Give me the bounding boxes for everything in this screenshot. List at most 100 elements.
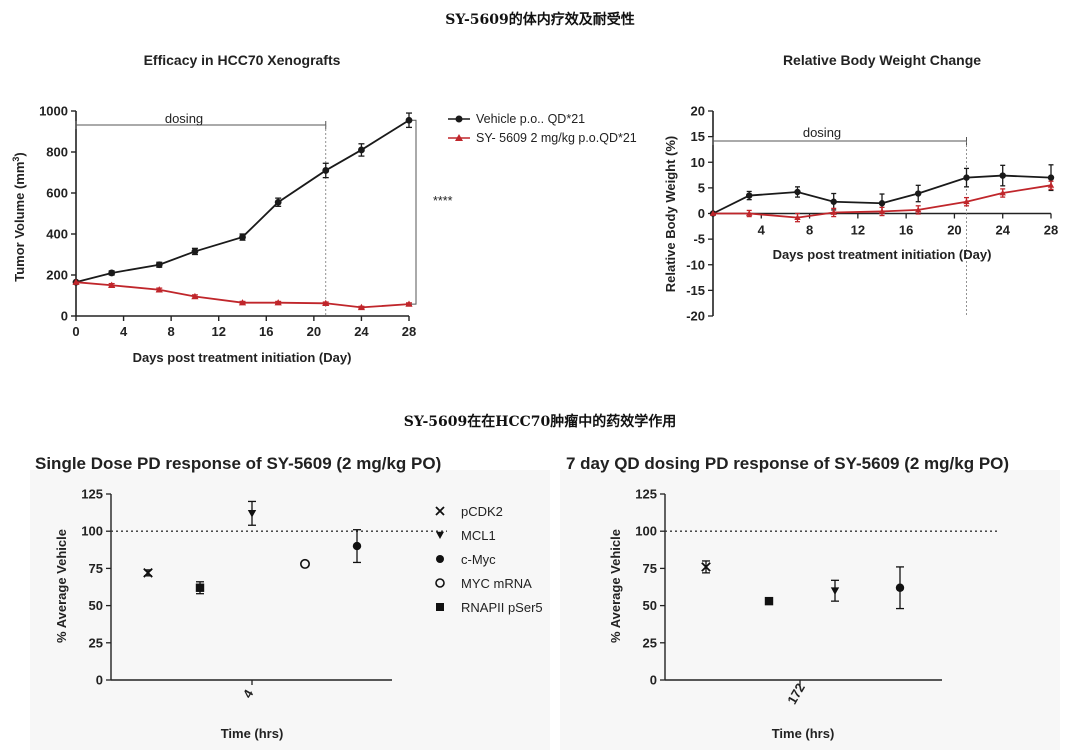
legend-vehicle-marker <box>455 115 463 123</box>
efficacy-treated-point <box>322 299 330 306</box>
bodyweight-vehicle-point <box>878 200 886 207</box>
bodyweight-y-tick-label: 10 <box>691 155 705 170</box>
single-dose-chart-title: Single Dose PD response of SY-5609 (2 mg… <box>35 454 441 473</box>
single-dose-pd-chart: Single Dose PD response of SY-5609 (2 mg… <box>30 454 550 750</box>
bodyweight-vehicle-point <box>963 174 970 181</box>
efficacy-chart-title: Efficacy in HCC70 Xenografts <box>144 52 341 68</box>
bodyweight-vehicle-point <box>746 192 753 199</box>
single-dose-y-tick-label: 100 <box>81 524 103 539</box>
efficacy-x-tick-label: 24 <box>354 324 369 339</box>
seven-day-pd-panel: 7 day QD dosing PD response of SY-5609 (… <box>560 450 1060 750</box>
single-dose-triangle-down-point <box>247 509 257 518</box>
single-dose-square-point <box>195 583 205 592</box>
efficacy-legend: Vehicle p.o.. QD*21 SY- 5609 2 mg/kg p.o… <box>448 112 637 145</box>
efficacy-vehicle-point <box>108 269 116 277</box>
bodyweight-x-tick-label: 12 <box>851 223 865 238</box>
efficacy-vehicle-point <box>274 198 282 206</box>
bodyweight-treated-point <box>999 189 1006 196</box>
efficacy-x-tick-label: 12 <box>211 324 225 339</box>
efficacy-vehicle-point <box>191 248 199 255</box>
bodyweight-chart-title: Relative Body Weight Change <box>783 52 981 68</box>
efficacy-x-tick-label: 0 <box>72 324 79 339</box>
pd-legend: pCDK2 MCL1 c-Myc MYC mRNA RNAPII pSer5 <box>435 504 543 615</box>
pd-legend-label-square: RNAPII pSer5 <box>461 600 543 615</box>
efficacy-x-tick-label: 28 <box>402 324 416 339</box>
bodyweight-vehicle-point <box>794 188 801 196</box>
efficacy-vehicle-point <box>322 167 330 174</box>
pd-legend-triangle-down-marker <box>436 531 444 539</box>
efficacy-treated-point <box>405 300 413 307</box>
efficacy-y-axis-title: Tumor Volume (mm3) <box>11 152 27 282</box>
bodyweight-x-tick-label: 20 <box>947 223 961 238</box>
efficacy-vehicle-point <box>155 261 163 269</box>
efficacy-chart: Efficacy in HCC70 Xenografts 0 200 400 600 8… <box>11 52 637 365</box>
bodyweight-chart-panel: Relative Body Weight Change 20 15 10 5 0 -5 -1… <box>660 44 1080 334</box>
single-dose-circle-point <box>352 541 362 551</box>
single-dose-y-tick-label: 25 <box>89 635 103 650</box>
bodyweight-y-tick-label: 5 <box>698 180 705 195</box>
bodyweight-x-tick-label: 8 <box>806 223 813 238</box>
bodyweight-y-tick-label: -15 <box>686 283 705 298</box>
pd-legend-circle-marker <box>436 555 444 563</box>
efficacy-dosing-label: dosing <box>165 111 203 126</box>
bodyweight-vehicle-point <box>1047 174 1055 181</box>
efficacy-y-tick-label: 400 <box>46 227 68 242</box>
efficacy-treated-point <box>357 303 366 311</box>
bodyweight-y-tick-label: -20 <box>686 309 705 324</box>
seven-day-chart-title: 7 day QD dosing PD response of SY-5609 (… <box>566 454 1009 473</box>
efficacy-x-tick-label: 16 <box>259 324 273 339</box>
efficacy-y-tick-label: 200 <box>46 268 68 283</box>
single-dose-pd-panel: Single Dose PD response of SY-5609 (2 mg… <box>30 450 550 750</box>
single-dose-y-tick-label: 125 <box>81 487 103 502</box>
efficacy-x-tick-label: 8 <box>168 324 175 339</box>
seven-day-triangle-down-point <box>830 587 840 595</box>
efficacy-x-tick-label: 4 <box>120 324 128 339</box>
legend-treated-marker <box>455 134 463 141</box>
single-dose-open-circle-point <box>299 558 310 569</box>
pd-legend-label-triangle-down: MCL1 <box>461 528 496 543</box>
pd-legend-square-marker <box>436 603 444 611</box>
efficacy-chart-panel: Efficacy in HCC70 Xenografts 0 200 400 600 8… <box>0 44 660 374</box>
top-section-title: SY-5609的体内疗效及耐受性 <box>445 12 635 28</box>
seven-day-y-tick-label: 50 <box>643 598 657 613</box>
single-dose-y-tick-label: 50 <box>89 598 103 613</box>
efficacy-treated-point <box>238 299 247 306</box>
efficacy-vehicle-point <box>358 146 365 154</box>
efficacy-significance: **** <box>433 194 453 208</box>
bodyweight-y-tick-label: 15 <box>691 129 705 144</box>
bodyweight-treated-point <box>878 208 886 214</box>
seven-day-y-tick-label: 75 <box>643 561 657 576</box>
bodyweight-x-tick-label: 28 <box>1044 223 1058 238</box>
pd-legend-label-x: pCDK2 <box>461 504 503 519</box>
efficacy-x-axis-title: Days post treatment initiation (Day) <box>133 350 352 365</box>
single-dose-y-axis-title: % Average Vehicle <box>54 529 69 643</box>
efficacy-x-tick-label: 20 <box>307 324 321 339</box>
efficacy-y-tick-label: 1000 <box>39 104 68 119</box>
bodyweight-y-tick-label: -10 <box>686 257 705 272</box>
seven-day-y-tick-label: 25 <box>643 635 657 650</box>
bodyweight-vehicle-point <box>830 198 837 205</box>
pd-legend-open-circle-marker <box>435 578 445 588</box>
efficacy-y-tick-label: 800 <box>46 145 68 160</box>
single-dose-x-point <box>143 568 153 578</box>
single-dose-plot-background <box>30 470 550 750</box>
bodyweight-x-axis-title: Days post treatment initiation (Day) <box>773 247 992 262</box>
pd-legend-label-open-circle: MYC mRNA <box>461 576 532 591</box>
efficacy-y-axis-title-sup: 3 <box>11 157 21 162</box>
legend-treated-label: SY- 5609 2 mg/kg p.o.QD*21 <box>476 131 637 145</box>
single-dose-x-axis-title: Time (hrs) <box>221 726 284 741</box>
seven-day-y-axis-title: % Average Vehicle <box>608 529 623 643</box>
bodyweight-treated-point <box>915 206 922 213</box>
bodyweight-treated-point <box>794 214 801 220</box>
pd-legend-x-marker <box>435 506 445 516</box>
efficacy-y-tick-label: 600 <box>46 186 68 201</box>
bodyweight-vehicle-point <box>999 172 1006 179</box>
bodyweight-vehicle-point <box>915 190 922 197</box>
seven-day-square-point <box>764 596 774 606</box>
seven-day-y-tick-label: 100 <box>635 524 657 539</box>
bodyweight-treated-point <box>709 210 717 216</box>
bodyweight-y-tick-label: 0 <box>698 206 705 221</box>
efficacy-vehicle-point <box>405 116 413 124</box>
efficacy-treated-point <box>274 299 282 306</box>
efficacy-y-axis-title-close: ) <box>12 152 27 156</box>
